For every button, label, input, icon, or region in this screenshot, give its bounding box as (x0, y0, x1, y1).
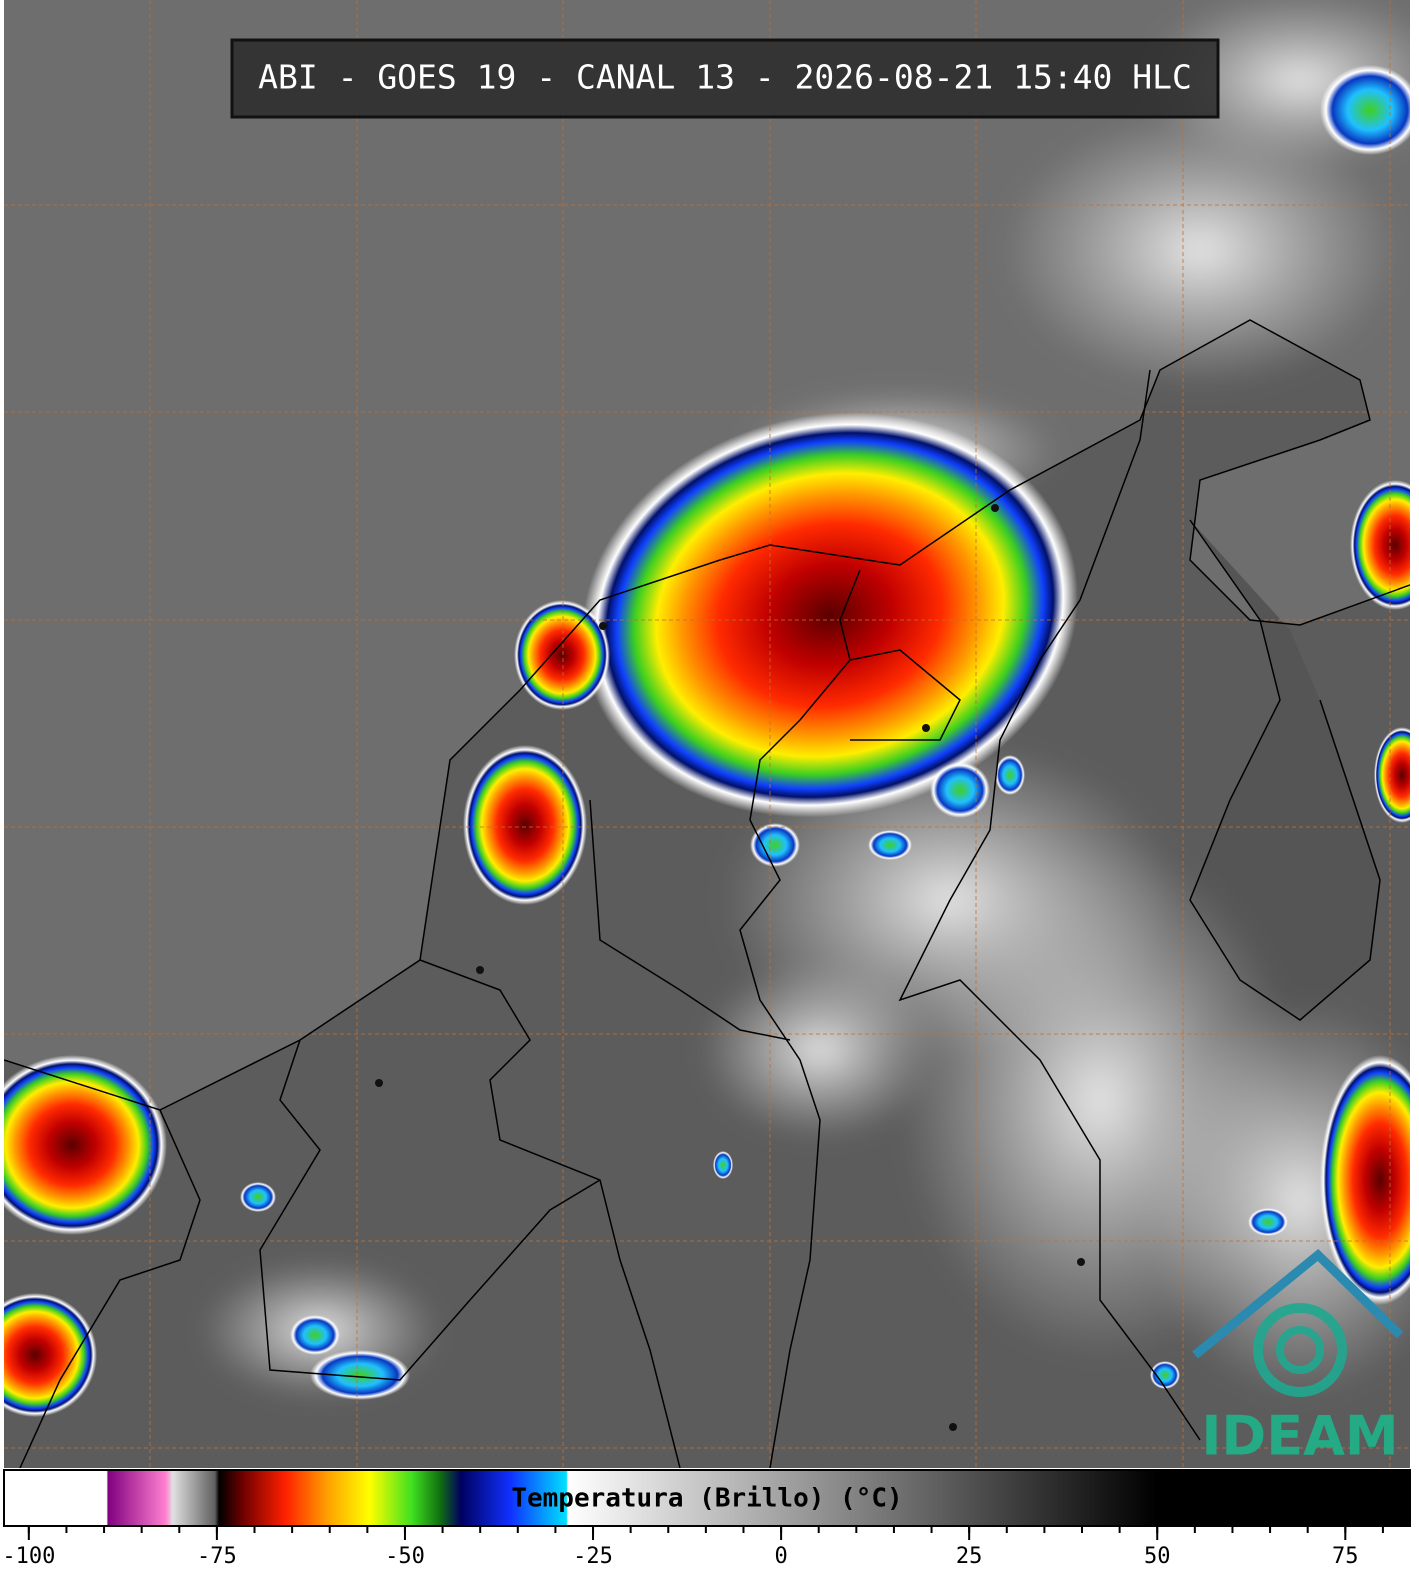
tick-label: 0 (774, 1544, 787, 1569)
tick-label: 75 (1332, 1544, 1359, 1569)
tick-label: -75 (197, 1544, 237, 1569)
tick-label: -100 (2, 1544, 55, 1569)
tick-label: -50 (385, 1544, 425, 1569)
tick-label: 25 (956, 1544, 983, 1569)
colorbar-gradient (3, 1469, 1411, 1527)
grid-lines (4, 0, 1410, 1468)
logo-text: IDEAM (1201, 1405, 1398, 1468)
colorbar: Temperatura (Brillo) (°C) -100 -75 -50 -25 0… (2, 1469, 1411, 1569)
logo: IDEAM (1192, 1248, 1404, 1468)
tick-label: 50 (1144, 1544, 1171, 1569)
title-box (230, 38, 1220, 119)
satellite-image: IDEAM ABI - GOES 19 - CANAL 13 - 2026-08… (4, 0, 1410, 1468)
tick-label: -25 (573, 1544, 613, 1569)
borders (4, 319, 1410, 1468)
title: ABI - GOES 19 - CANAL 13 - 2026-08-21 15… (258, 58, 1192, 97)
city-markers (375, 504, 1085, 1431)
colorbar-label: Temperatura (Brillo) (°C) (511, 1484, 902, 1514)
